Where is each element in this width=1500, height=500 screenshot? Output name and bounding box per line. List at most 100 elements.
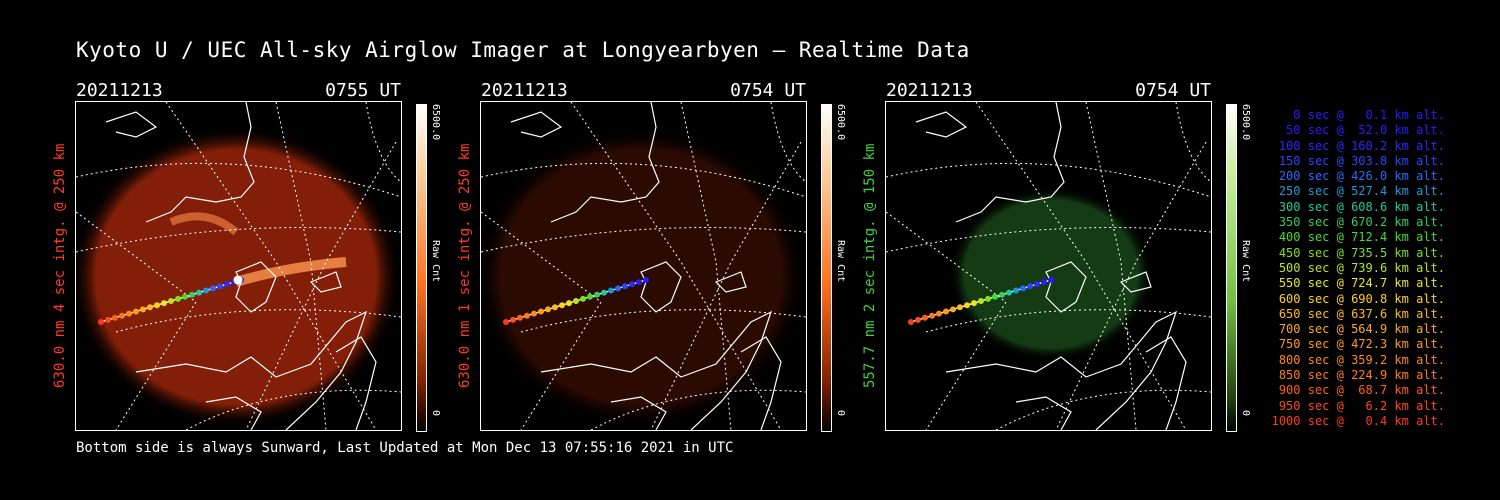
trajectory-point — [922, 314, 928, 321]
trajectory-point — [510, 316, 516, 323]
trajectory-point — [1013, 287, 1019, 294]
trajectory-point — [1041, 279, 1047, 286]
trajectory-point — [210, 285, 216, 292]
trajectory-point — [517, 314, 523, 321]
panel-time: 0754 UT — [1135, 80, 1211, 101]
longitude-gridline — [1085, 102, 1137, 430]
coastline — [510, 111, 563, 138]
legend-entry: 150 sec @ 303.8 km alt. — [1278, 153, 1445, 168]
legend-entry: 300 sec @ 608.6 km alt. — [1278, 199, 1445, 214]
mainland-coastline — [135, 310, 368, 430]
colorbar-unit-label: Raw Cnt — [835, 240, 846, 283]
trajectory-point — [964, 302, 970, 309]
legend-entry: 0 sec @ 0.1 km alt. — [1293, 108, 1445, 122]
legend-entry: 400 sec @ 712.4 km alt. — [1278, 230, 1445, 245]
page-title: Kyoto U / UEC All-sky Airglow Imager at … — [76, 38, 970, 62]
allsky-image — [75, 101, 402, 431]
trajectory-point — [217, 283, 223, 290]
longitude-gridline — [245, 141, 397, 430]
colorbar-max-label: 6500.0 — [1240, 104, 1251, 141]
trajectory-point — [189, 291, 195, 298]
colorbar-max-label: 6500.0 — [430, 104, 441, 141]
legend-entry: 50 sec @ 52.0 km alt. — [1286, 123, 1445, 138]
mainland-coastline — [610, 396, 667, 430]
longitude-gridline — [886, 211, 1007, 430]
trajectory-point — [943, 308, 949, 315]
latitude-gridline — [1175, 102, 1211, 183]
coastline — [550, 102, 660, 223]
island-coastline — [1119, 271, 1152, 293]
trajectory-point — [105, 316, 111, 323]
trajectory-point — [566, 300, 572, 307]
legend-entry: 800 sec @ 359.2 km alt. — [1278, 352, 1445, 367]
trajectory-point — [992, 293, 998, 300]
trajectory-point — [629, 281, 635, 288]
coastline — [145, 102, 255, 223]
svalbard-coastline — [1045, 261, 1087, 313]
panel-time: 0754 UT — [730, 80, 806, 101]
coastline — [915, 111, 968, 138]
legend-entry: 750 sec @ 472.3 km alt. — [1278, 337, 1445, 352]
legend-entry: 950 sec @ 6.2 km alt. — [1278, 398, 1445, 413]
trajectory-point — [531, 310, 537, 317]
panel-date: 20211213 — [886, 80, 973, 101]
latitude-gridline — [365, 102, 401, 183]
trajectory-point — [112, 314, 118, 321]
trajectory-point — [594, 291, 600, 298]
trajectory-point — [154, 302, 160, 309]
panel-wavelength-label: 630.0 nm 1 sec intg. @ 250 km — [457, 143, 473, 389]
mainland-coastline — [540, 310, 773, 430]
trajectory-point — [601, 289, 607, 296]
legend-entry: 900 sec @ 68.7 km alt. — [1278, 383, 1445, 398]
airglow-panel-2: 20211213 0754 UT 630.0 nm 1 sec intg. @ … — [457, 80, 881, 450]
mainland-coastline — [335, 336, 377, 430]
panel-date: 20211213 — [481, 80, 568, 101]
trajectory-point — [608, 287, 614, 294]
trajectory-point — [999, 291, 1005, 298]
trajectory-point — [1006, 289, 1012, 296]
longitude-gridline — [275, 102, 327, 430]
allsky-image — [885, 101, 1212, 431]
aurora-arc — [234, 257, 347, 287]
trajectory-point — [98, 319, 104, 325]
trajectory-point — [915, 316, 921, 323]
colorbar-unit-label: Raw Cnt — [1240, 240, 1251, 283]
trajectory-point — [950, 306, 956, 313]
trajectory-point — [1020, 285, 1026, 292]
latitude-gridline — [770, 102, 806, 183]
longitude-gridline — [650, 141, 802, 430]
allsky-image — [480, 101, 807, 431]
trajectory-point — [168, 298, 174, 304]
trajectory-point — [503, 319, 509, 325]
trajectory-point — [573, 298, 579, 304]
trajectory-point — [985, 295, 991, 302]
colorbar-min-label: 0 — [835, 410, 846, 417]
trajectory-point — [545, 306, 551, 313]
airglow-disc — [949, 187, 1153, 361]
trajectory-point — [978, 298, 984, 304]
trajectory-point — [196, 289, 202, 296]
legend-entry: 200 sec @ 426.0 km alt. — [1278, 169, 1445, 184]
trajectory-point — [119, 312, 125, 319]
colorbar — [1226, 104, 1237, 432]
legend-entry: 700 sec @ 564.9 km alt. — [1278, 322, 1445, 337]
trajectory-point — [929, 312, 935, 319]
aurora-arc — [169, 212, 239, 236]
colorbar-min-label: 0 — [430, 410, 441, 417]
legend-entry: 850 sec @ 224.9 km alt. — [1278, 368, 1445, 383]
colorbar — [821, 104, 832, 432]
panel-time: 0755 UT — [325, 80, 401, 101]
trajectory-point — [1027, 283, 1033, 290]
legend-entry: 350 sec @ 670.2 km alt. — [1278, 215, 1445, 230]
trajectory-point — [175, 295, 181, 302]
footer-note: Bottom side is always Sunward, Last Upda… — [76, 440, 734, 456]
colorbar — [416, 104, 427, 432]
trajectory-point — [203, 287, 209, 294]
trajectory-point — [147, 304, 153, 311]
mainland-coastline — [205, 396, 262, 430]
trajectory-point — [182, 293, 188, 300]
colorbar-unit-label: Raw Cnt — [430, 240, 441, 283]
legend-entry: 100 sec @ 160.2 km alt. — [1278, 138, 1445, 153]
trajectory-point — [957, 304, 963, 311]
latitude-gridline — [115, 309, 401, 333]
